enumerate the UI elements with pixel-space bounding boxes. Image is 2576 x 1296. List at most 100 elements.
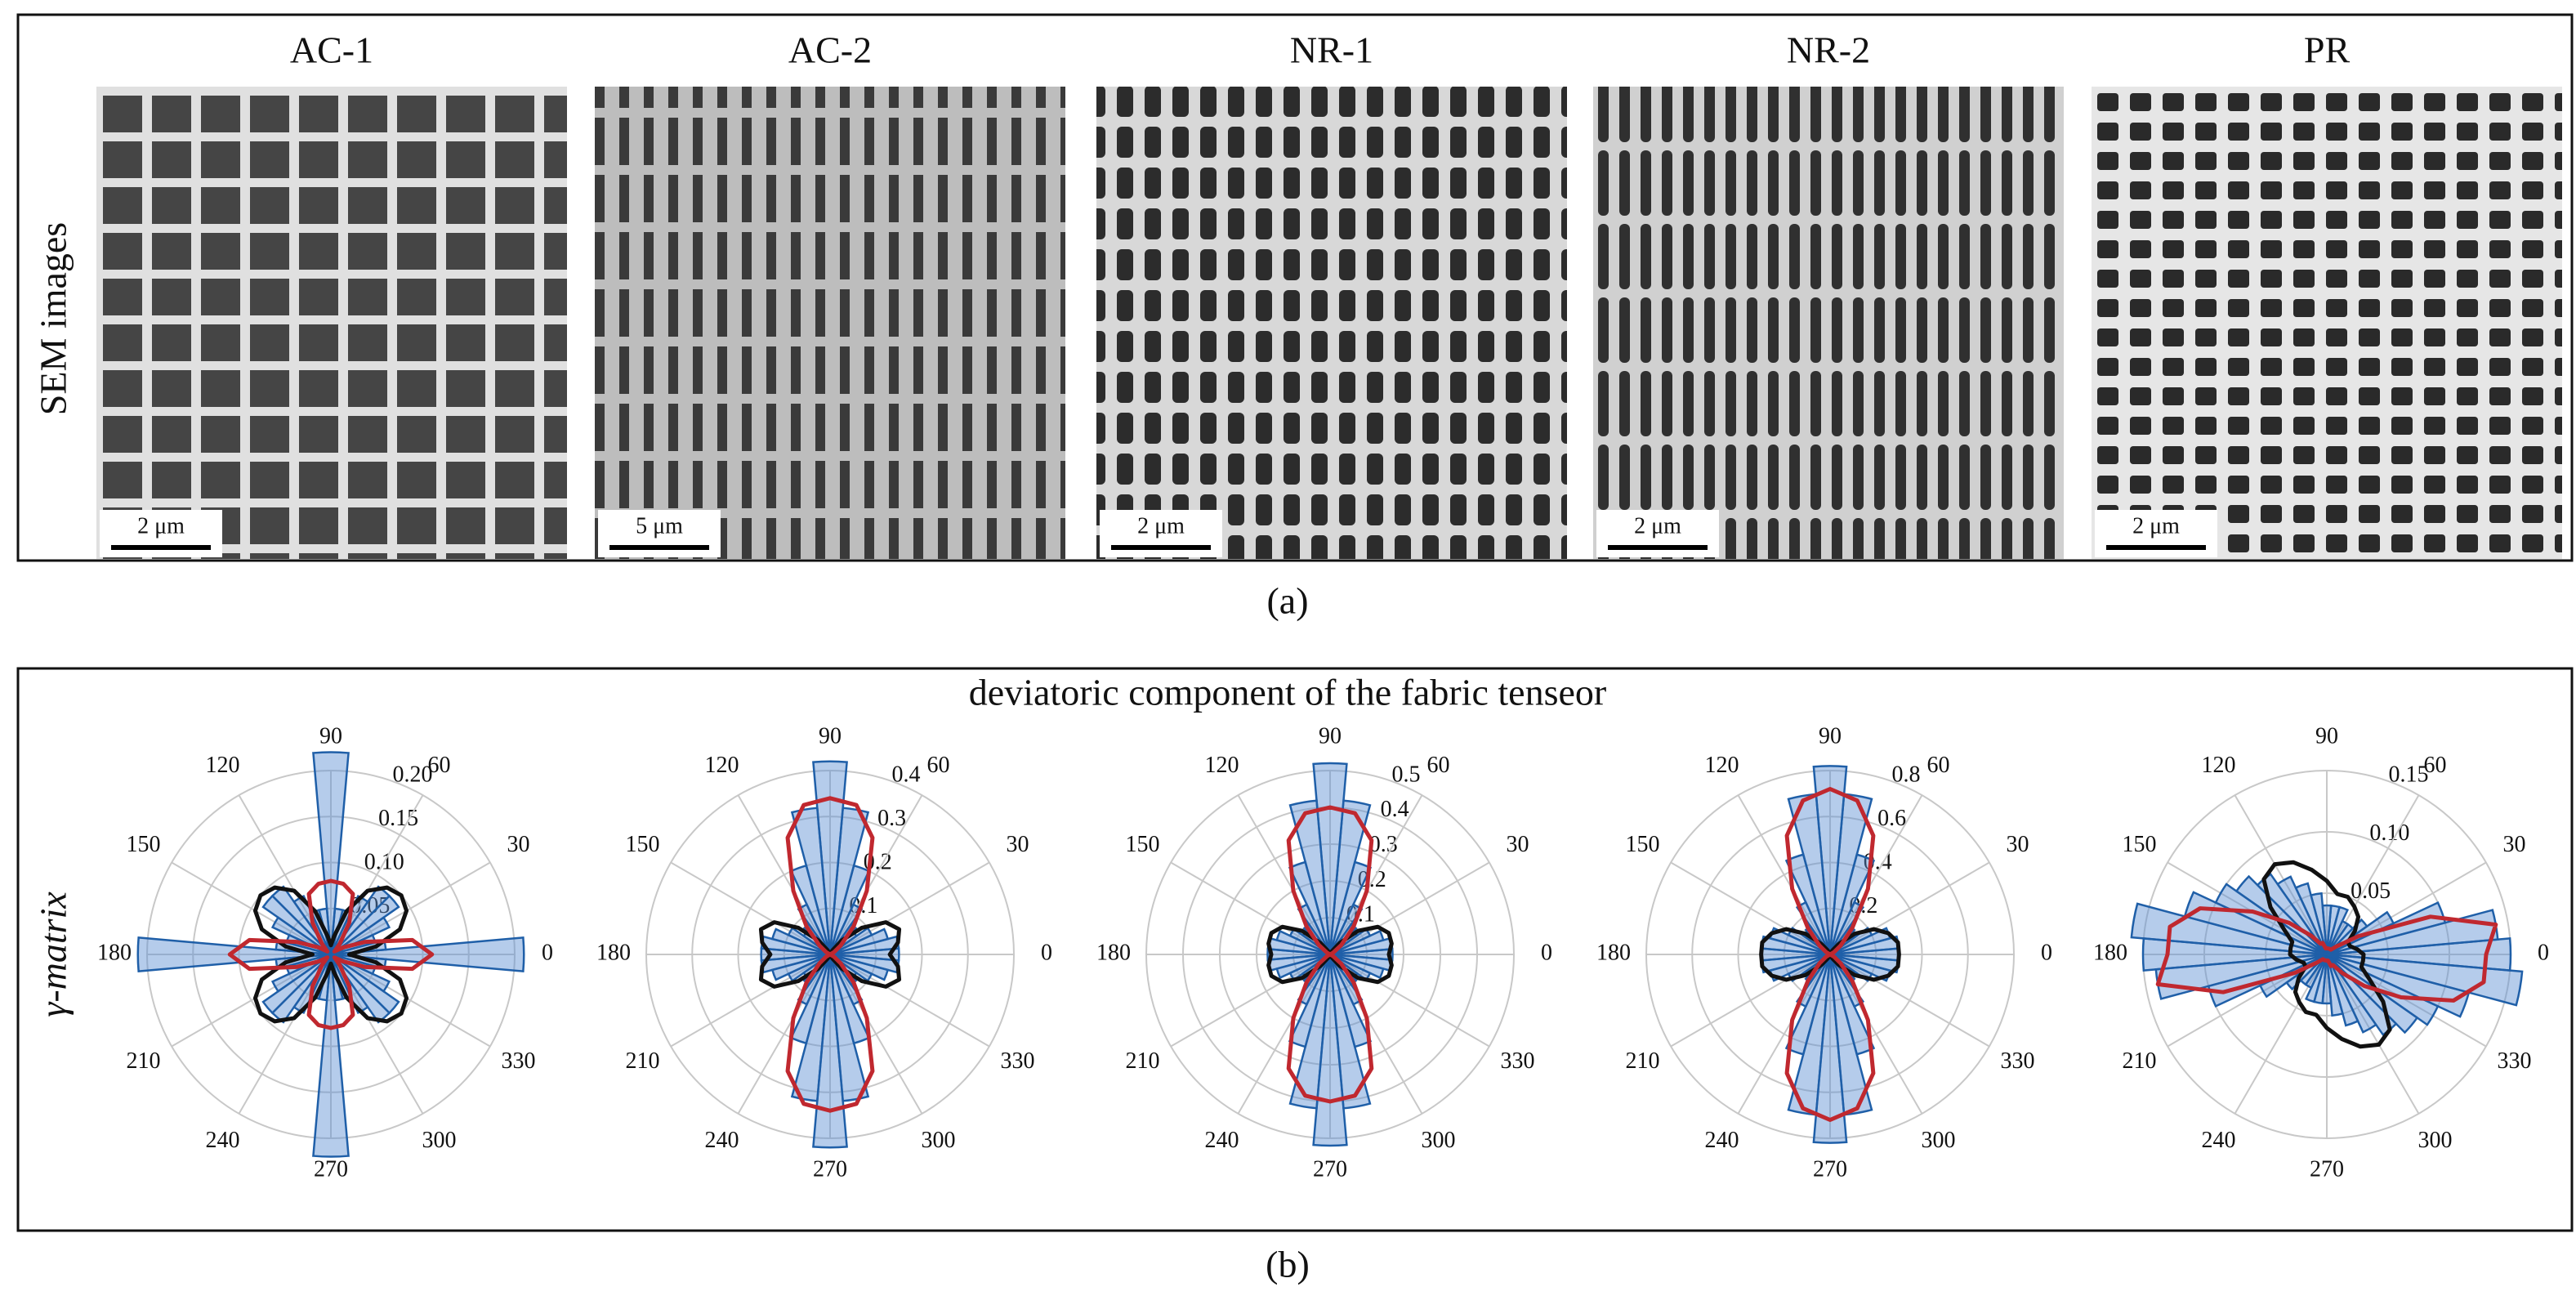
theta-tick-label: 330: [2497, 1048, 2531, 1074]
image-title: AC-1: [290, 29, 373, 71]
rose-bar: [270, 954, 333, 1024]
theta-tick-label: 60: [2424, 753, 2447, 778]
grid-spoke: [829, 861, 990, 955]
sem-image: [2092, 87, 2562, 559]
grid-spoke: [1329, 954, 1423, 1115]
r-tick-label: 0.10: [2369, 820, 2409, 846]
sem-image: [1593, 87, 2064, 559]
theta-tick-label: 180: [1596, 940, 1631, 965]
image-title: AC-2: [788, 29, 872, 71]
grid-spoke: [1170, 861, 1331, 955]
grid-spoke: [1670, 861, 1831, 955]
theta-tick-label: 120: [705, 753, 739, 778]
rose-bar: [329, 885, 391, 955]
theta-tick-label: 330: [1500, 1048, 1534, 1074]
grid-spoke: [670, 861, 831, 955]
grid-spoke: [829, 794, 923, 955]
theta-tick-label: 300: [1922, 1128, 1956, 1153]
rose-bar: [1812, 954, 1848, 1144]
theta-tick-label: 300: [922, 1128, 956, 1153]
r-tick-label: 0.15: [378, 806, 418, 831]
grid-spoke: [1329, 861, 1490, 955]
theta-tick-label: 300: [1422, 1128, 1456, 1153]
theta-tick-label: 270: [1313, 1156, 1347, 1182]
theta-tick-label: 60: [1927, 753, 1950, 778]
theta-tick-label: 120: [206, 753, 240, 778]
r-tick-label: 0.05: [2351, 878, 2391, 904]
rose-bar: [2326, 953, 2524, 1007]
theta-tick-label: 330: [501, 1048, 535, 1074]
theta-tick-label: 180: [1096, 940, 1131, 965]
grid-spoke: [1829, 954, 1923, 1115]
theta-tick-label: 150: [1126, 832, 1160, 857]
r-tick-label: 0.2: [1358, 867, 1386, 892]
r-tick-label: 0.15: [2389, 762, 2429, 787]
theta-tick-label: 90: [319, 723, 342, 749]
theta-tick-label: 0: [1541, 940, 1552, 965]
theta-tick-label: 210: [1126, 1048, 1160, 1074]
panel-title: deviatoric component of the fabric tense…: [969, 672, 1606, 713]
theta-tick-label: 90: [2315, 723, 2338, 749]
theta-tick-label: 90: [1819, 723, 1842, 749]
scale-bar-label: 5 μm: [636, 513, 683, 539]
rose-bar: [812, 760, 848, 955]
panel-b-frame: [16, 667, 2574, 1232]
theta-tick-label: 330: [1000, 1048, 1034, 1074]
grid-spoke: [2234, 794, 2328, 955]
theta-tick-label: 180: [97, 940, 132, 965]
grid-spoke: [737, 794, 831, 955]
theta-tick-label: 210: [127, 1048, 161, 1074]
theta-tick-label: 120: [1705, 753, 1739, 778]
fabric-curve: [2155, 906, 2498, 1003]
image-title: NR-1: [1290, 29, 1373, 71]
r-tick-label: 0.6: [1877, 806, 1906, 831]
theta-tick-label: 30: [1506, 832, 1529, 857]
r-tick-label: 0.20: [393, 762, 433, 787]
scale-bar-label: 2 μm: [1137, 513, 1185, 539]
scale-bar-label: 2 μm: [1634, 513, 1681, 539]
theta-tick-label: 240: [1705, 1128, 1739, 1153]
theta-tick-label: 300: [422, 1128, 457, 1153]
theta-tick-label: 0: [2538, 940, 2549, 965]
theta-tick-label: 60: [428, 753, 451, 778]
theta-tick-label: 180: [2093, 940, 2127, 965]
theta-tick-label: 150: [127, 832, 161, 857]
grid-spoke: [670, 954, 831, 1048]
theta-tick-label: 150: [1626, 832, 1660, 857]
grid-spoke: [330, 954, 491, 1048]
grid-spoke: [1237, 794, 1331, 955]
sem-image: [595, 87, 1065, 559]
grid-spoke: [1737, 794, 1831, 955]
scale-bar-label: 2 μm: [2132, 513, 2180, 539]
theta-tick-label: 210: [2123, 1048, 2157, 1074]
theta-tick-label: 240: [2202, 1128, 2236, 1153]
r-tick-label: 0.4: [892, 762, 921, 787]
r-tick-label: 0.3: [877, 806, 906, 831]
grid-spoke: [2326, 954, 2487, 1048]
fabric-curve: [785, 796, 875, 1113]
theta-tick-label: 30: [1006, 832, 1029, 857]
theta-tick-label: 0: [2041, 940, 2052, 965]
grid-spoke: [1829, 954, 1990, 1048]
rose-bar: [330, 953, 400, 1015]
theta-tick-label: 0: [542, 940, 553, 965]
theta-tick-label: 270: [2310, 1156, 2344, 1182]
fabric-curve: [1286, 805, 1374, 1104]
theta-tick-label: 240: [705, 1128, 739, 1153]
grid-spoke: [2326, 954, 2420, 1115]
caption: (b): [1266, 1244, 1310, 1285]
theta-tick-label: 240: [1205, 1128, 1239, 1153]
image-title: PR: [2304, 29, 2351, 71]
r-tick-label: 0.4: [1381, 797, 1409, 822]
rose-bar: [312, 954, 350, 1158]
rose-bar: [312, 751, 350, 955]
grid-spoke: [1329, 794, 1423, 955]
sem-image: [96, 87, 567, 559]
theta-tick-label: 270: [314, 1156, 348, 1182]
theta-tick-label: 30: [507, 832, 529, 857]
row-label: SEM images: [33, 222, 74, 415]
theta-tick-label: 60: [1427, 753, 1450, 778]
fabric-curve: [2261, 860, 2392, 1049]
theta-tick-label: 90: [819, 723, 842, 749]
